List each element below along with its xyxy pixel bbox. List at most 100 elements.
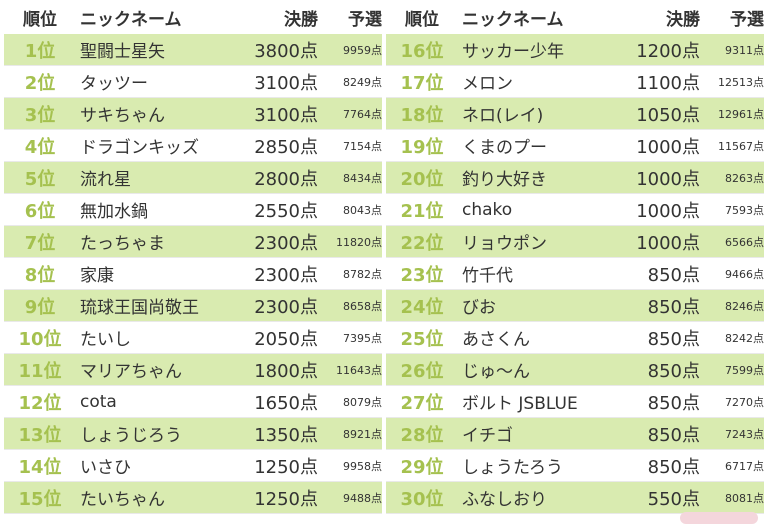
final-score-cell: 1000点	[636, 136, 700, 158]
rank-cell: 29位	[400, 456, 444, 478]
name-cell: イチゴ	[462, 426, 513, 446]
name-cell: しょうじろう	[80, 426, 182, 446]
table-row: 2位 タッツー 3100点 8249点	[4, 66, 382, 98]
final-score-cell: 1000点	[636, 232, 700, 254]
name-cell: たいし	[80, 330, 131, 350]
final-score-cell: 1350点	[254, 424, 318, 446]
prelim-score-cell: 6566点	[725, 235, 764, 249]
final-score-cell: 1100点	[636, 72, 700, 94]
header-prelim: 予選	[348, 9, 382, 30]
final-score-cell: 850点	[647, 296, 700, 318]
prelim-score-cell: 8782点	[343, 267, 382, 281]
final-score-cell: 850点	[647, 264, 700, 286]
final-score-cell: 850点	[647, 328, 700, 350]
name-cell: 竹千代	[462, 266, 513, 286]
prelim-score-cell: 11567点	[718, 139, 764, 153]
name-cell: ふなしおり	[462, 490, 547, 510]
header-name: ニックネーム	[80, 9, 182, 30]
final-score-cell: 550点	[647, 488, 700, 510]
rank-cell: 11位	[18, 360, 62, 382]
header-prelim: 予選	[730, 9, 764, 30]
name-cell: 聖闘士星矢	[80, 42, 165, 62]
prelim-score-cell: 8249点	[343, 75, 382, 89]
prelim-score-cell: 9466点	[725, 267, 764, 281]
final-score-cell: 2800点	[254, 168, 318, 190]
table-row: 14位 いさひ 1250点 9958点	[4, 450, 382, 482]
rank-cell: 2位	[24, 72, 56, 94]
table-row: 18位 ネロ(レイ) 1050点 12961点	[386, 98, 764, 130]
prelim-score-cell: 11820点	[336, 235, 382, 249]
prelim-score-cell: 11643点	[336, 363, 382, 377]
name-cell: ボルト JSBLUE	[462, 394, 578, 414]
table-row: 1位 聖闘士星矢 3800点 9959点	[4, 34, 382, 66]
name-cell: たっちゃま	[80, 234, 165, 254]
prelim-score-cell: 12961点	[718, 107, 764, 121]
prelim-score-cell: 8434点	[343, 171, 382, 185]
prelim-score-cell: 8263点	[725, 171, 764, 185]
rank-cell: 28位	[400, 424, 444, 446]
final-score-cell: 2850点	[254, 136, 318, 158]
prelim-score-cell: 7764点	[343, 107, 382, 121]
final-score-cell: 1800点	[254, 360, 318, 382]
name-cell: 無加水鍋	[80, 202, 148, 222]
name-cell: しょうたろう	[462, 458, 563, 478]
table-row: 30位 ふなしおり 550点 8081点	[386, 482, 764, 514]
table-row: 12位 cota 1650点 8079点	[4, 386, 382, 418]
rank-cell: 17位	[400, 72, 444, 94]
table-row: 19位 くまのプー 1000点 11567点	[386, 130, 764, 162]
final-score-cell: 1200点	[636, 40, 700, 62]
table-row: 13位 しょうじろう 1350点 8921点	[4, 418, 382, 450]
prelim-score-cell: 7599点	[725, 363, 764, 377]
rank-cell: 20位	[400, 168, 444, 190]
rank-cell: 6位	[24, 200, 56, 222]
header-final: 決勝	[666, 9, 700, 30]
prelim-score-cell: 8043点	[343, 203, 382, 217]
name-cell: 流れ星	[80, 170, 131, 190]
final-score-cell: 3800点	[254, 40, 318, 62]
prelim-score-cell: 7593点	[725, 203, 764, 217]
rank-cell: 26位	[400, 360, 444, 382]
prelim-score-cell: 7154点	[343, 139, 382, 153]
prelim-score-cell: 8079点	[343, 395, 382, 409]
name-cell: タッツー	[80, 74, 148, 94]
table-row: 22位 リョウポン 1000点 6566点	[386, 226, 764, 258]
table-header: 順位 ニックネーム 決勝 予選	[386, 0, 764, 34]
final-score-cell: 3100点	[254, 72, 318, 94]
rank-cell: 23位	[400, 264, 444, 286]
final-score-cell: 2550点	[254, 200, 318, 222]
table-row: 23位 竹千代 850点 9466点	[386, 258, 764, 290]
prelim-score-cell: 8081点	[725, 491, 764, 505]
rank-cell: 24位	[400, 296, 444, 318]
prelim-score-cell: 9311点	[725, 43, 764, 57]
table-row: 24位 びお 850点 8246点	[386, 290, 764, 322]
rank-cell: 18位	[400, 104, 444, 126]
name-cell: リョウポン	[462, 234, 547, 254]
name-cell: いさひ	[80, 458, 131, 478]
name-cell: マリアちゃん	[80, 362, 182, 382]
final-score-cell: 1250点	[254, 456, 318, 478]
final-score-cell: 2050点	[254, 328, 318, 350]
name-cell: cota	[80, 391, 117, 412]
table-row: 17位 メロン 1100点 12513点	[386, 66, 764, 98]
prelim-score-cell: 6717点	[725, 459, 764, 473]
prelim-score-cell: 8246点	[725, 299, 764, 313]
name-cell: びお	[462, 298, 496, 318]
table-row: 26位 じゅ〜ん 850点 7599点	[386, 354, 764, 386]
final-score-cell: 850点	[647, 456, 700, 478]
final-score-cell: 1650点	[254, 392, 318, 414]
table-row: 3位 サキちゃん 3100点 7764点	[4, 98, 382, 130]
table-row: 16位 サッカー少年 1200点 9311点	[386, 34, 764, 66]
table-row: 29位 しょうたろう 850点 6717点	[386, 450, 764, 482]
table-row: 8位 家康 2300点 8782点	[4, 258, 382, 290]
table-row: 10位 たいし 2050点 7395点	[4, 322, 382, 354]
rank-cell: 14位	[18, 456, 62, 478]
name-cell: じゅ〜ん	[462, 362, 530, 382]
prelim-score-cell: 8921点	[343, 427, 382, 441]
rank-cell: 5位	[24, 168, 56, 190]
rank-cell: 19位	[400, 136, 444, 158]
ranking-table-left: 順位 ニックネーム 決勝 予選 1位 聖闘士星矢 3800点 9959点 2位 タッツー 3…	[4, 0, 382, 514]
rank-cell: 3位	[24, 104, 56, 126]
table-row: 5位 流れ星 2800点 8434点	[4, 162, 382, 194]
table-row: 7位 たっちゃま 2300点 11820点	[4, 226, 382, 258]
header-name: ニックネーム	[462, 9, 564, 30]
